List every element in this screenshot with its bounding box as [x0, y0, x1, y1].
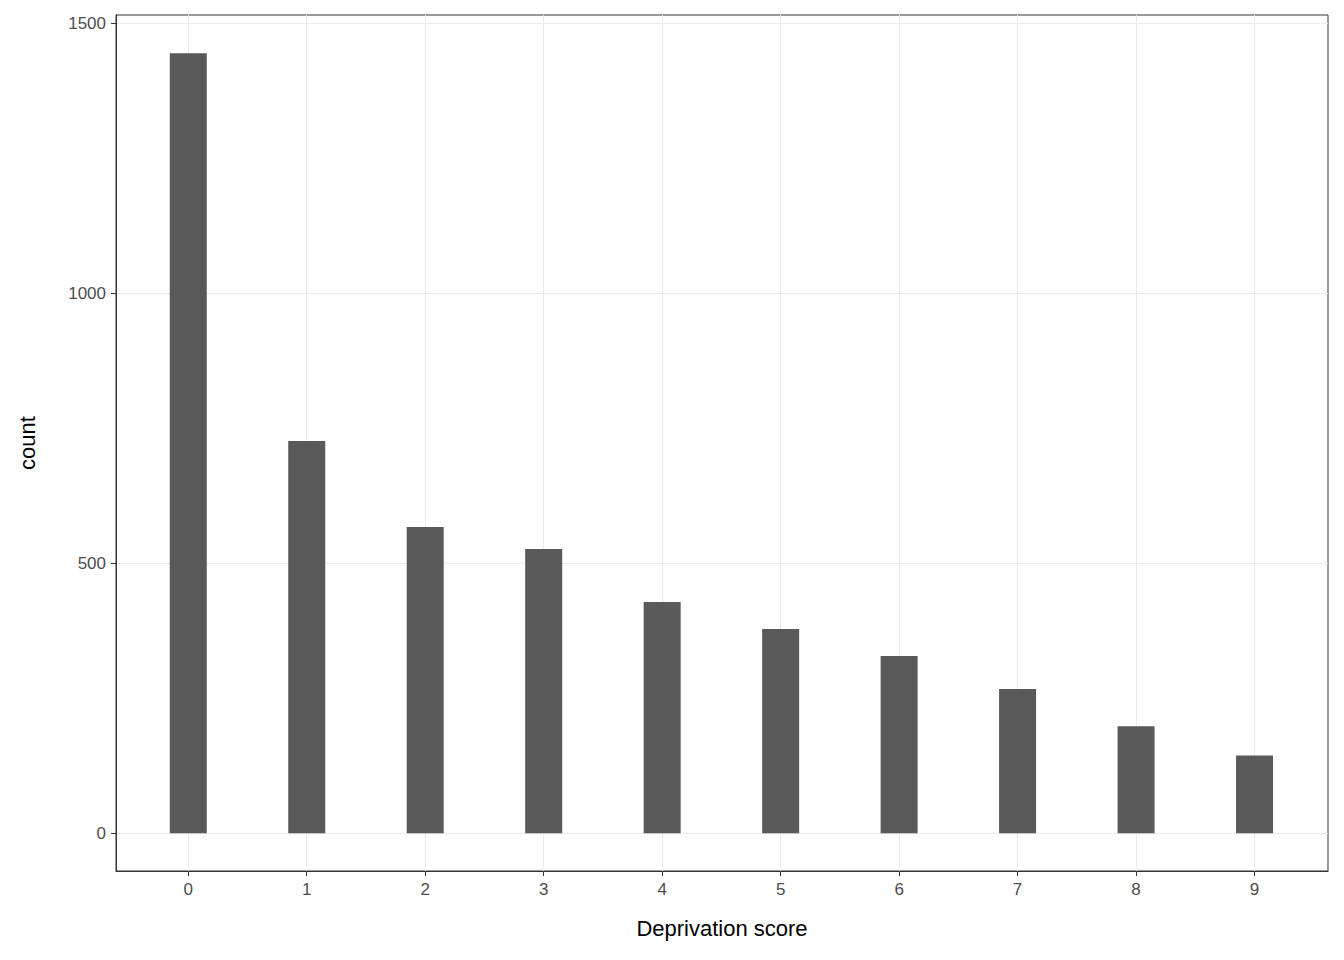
svg-text:4: 4	[657, 880, 666, 899]
svg-text:500: 500	[78, 554, 106, 573]
svg-text:7: 7	[1013, 880, 1022, 899]
svg-text:1500: 1500	[68, 14, 106, 33]
svg-text:8: 8	[1131, 880, 1140, 899]
svg-text:3: 3	[539, 880, 548, 899]
svg-text:9: 9	[1250, 880, 1259, 899]
svg-text:Deprivation score: Deprivation score	[636, 916, 807, 941]
svg-text:5: 5	[776, 880, 785, 899]
svg-text:0: 0	[97, 824, 106, 843]
svg-text:1000: 1000	[68, 284, 106, 303]
svg-text:1: 1	[302, 880, 311, 899]
svg-text:6: 6	[894, 880, 903, 899]
svg-text:count: count	[15, 416, 40, 470]
svg-text:2: 2	[420, 880, 429, 899]
svg-text:0: 0	[184, 880, 193, 899]
